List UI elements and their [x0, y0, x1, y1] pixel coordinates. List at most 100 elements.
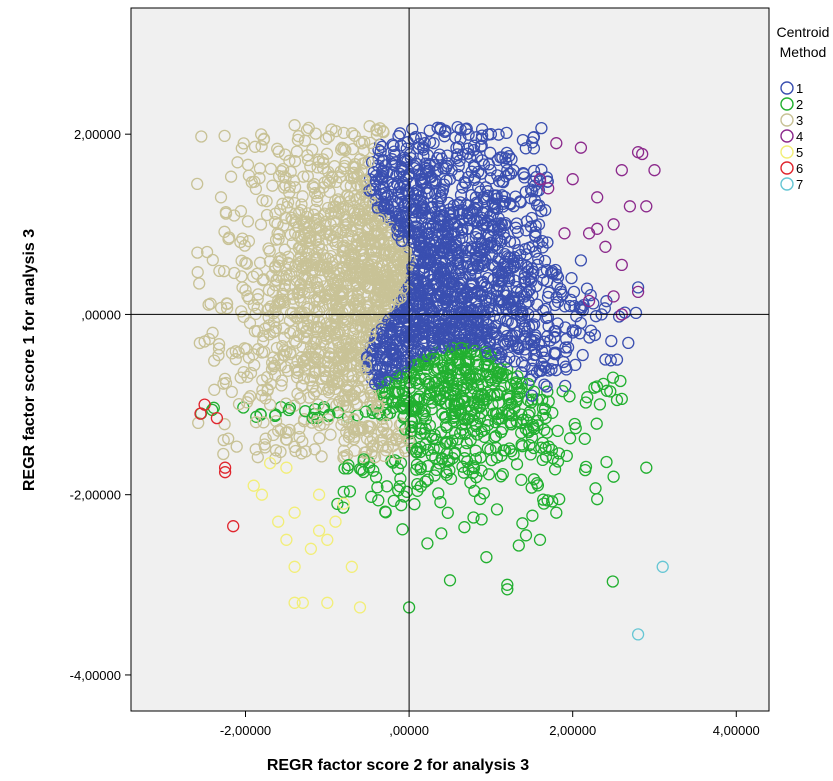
point-cluster-1: [521, 265, 534, 278]
point-cluster-1: [414, 320, 427, 333]
point-cluster-2: [436, 453, 449, 466]
point-cluster-2: [341, 462, 354, 475]
point-cluster-3: [353, 207, 367, 221]
point-cluster-3: [341, 189, 354, 202]
point-cluster-3: [240, 396, 254, 409]
point-cluster-3: [347, 166, 360, 179]
point-cluster-3: [234, 371, 247, 384]
point-cluster-1: [457, 292, 471, 305]
point-cluster-2: [343, 485, 357, 498]
point-cluster-2: [433, 457, 446, 470]
point-cluster-3: [255, 389, 269, 402]
point-cluster-3: [337, 285, 350, 299]
point-cluster-1: [463, 213, 476, 227]
point-cluster-1: [493, 280, 506, 293]
point-cluster-3: [303, 345, 316, 358]
point-cluster-2: [590, 417, 603, 430]
point-cluster-3: [364, 330, 377, 344]
data-points: [191, 119, 669, 641]
point-cluster-3: [336, 261, 349, 274]
point-cluster-1: [498, 190, 511, 204]
point-cluster-3: [378, 449, 391, 463]
point-cluster-2: [337, 501, 350, 514]
point-cluster-3: [274, 203, 287, 216]
point-cluster-4: [574, 141, 588, 154]
point-cluster-3: [322, 355, 335, 369]
y-tick-label: ,00000: [81, 307, 121, 322]
point-cluster-2: [428, 469, 441, 482]
point-cluster-3: [310, 415, 324, 428]
point-cluster-3: [358, 179, 372, 192]
point-cluster-1: [488, 260, 502, 274]
point-cluster-2: [406, 404, 419, 417]
point-cluster-3: [294, 249, 308, 262]
point-cluster-3: [350, 276, 363, 289]
point-cluster-3: [218, 372, 232, 386]
point-cluster-3: [256, 194, 269, 207]
point-cluster-3: [320, 261, 333, 274]
legend-label: 2: [796, 97, 803, 112]
point-cluster-3: [308, 443, 321, 456]
point-cluster-3: [370, 251, 383, 265]
point-cluster-3: [242, 292, 256, 305]
point-cluster-1: [538, 254, 552, 268]
point-cluster-1: [448, 217, 462, 231]
point-cluster-1: [535, 364, 548, 377]
point-cluster-1: [492, 279, 505, 292]
point-cluster-3: [283, 154, 296, 167]
point-cluster-3: [278, 296, 291, 309]
point-cluster-3: [279, 397, 293, 410]
point-cluster-4: [591, 191, 604, 204]
point-cluster-3: [324, 249, 337, 263]
point-cluster-1: [459, 323, 473, 336]
point-cluster-2: [469, 419, 483, 433]
point-cluster-1: [612, 310, 626, 323]
point-cluster-3: [294, 278, 307, 292]
point-cluster-3: [353, 214, 367, 227]
point-cluster-3: [354, 336, 367, 349]
point-cluster-2: [458, 521, 471, 534]
point-cluster-3: [206, 326, 219, 339]
point-cluster-3: [283, 314, 297, 327]
point-cluster-3: [297, 170, 310, 183]
point-cluster-1: [440, 174, 453, 187]
point-cluster-1: [559, 341, 572, 354]
point-cluster-1: [445, 265, 458, 278]
point-cluster-5: [288, 506, 301, 519]
point-cluster-3: [212, 342, 226, 355]
point-cluster-2: [494, 470, 508, 483]
point-cluster-3: [237, 137, 250, 150]
point-cluster-1: [574, 254, 588, 267]
point-cluster-3: [311, 320, 324, 334]
point-cluster-3: [267, 360, 280, 373]
point-cluster-1: [505, 329, 519, 342]
point-cluster-6: [218, 466, 232, 479]
point-cluster-3: [263, 244, 276, 258]
point-cluster-2: [464, 433, 477, 447]
point-cluster-1: [511, 225, 524, 239]
point-cluster-3: [272, 145, 285, 158]
point-cluster-2: [462, 463, 475, 476]
point-cluster-1: [469, 252, 483, 265]
point-cluster-1: [400, 142, 413, 155]
point-cluster-3: [287, 325, 300, 338]
point-cluster-1: [465, 263, 479, 277]
point-cluster-1: [622, 336, 635, 350]
point-cluster-3: [276, 162, 290, 176]
point-cluster-1: [389, 156, 402, 169]
point-cluster-3: [251, 451, 264, 464]
point-cluster-1: [406, 261, 419, 274]
point-cluster-2: [413, 377, 426, 390]
point-cluster-1: [570, 310, 583, 323]
point-cluster-2: [553, 492, 566, 506]
point-cluster-1: [500, 156, 513, 169]
point-cluster-2: [444, 472, 458, 485]
point-cluster-2: [394, 456, 408, 470]
point-cluster-3: [337, 359, 350, 372]
point-cluster-2: [467, 382, 480, 395]
point-cluster-1: [456, 148, 469, 161]
point-cluster-1: [385, 153, 399, 166]
point-cluster-3: [309, 127, 322, 140]
point-cluster-1: [497, 175, 510, 189]
